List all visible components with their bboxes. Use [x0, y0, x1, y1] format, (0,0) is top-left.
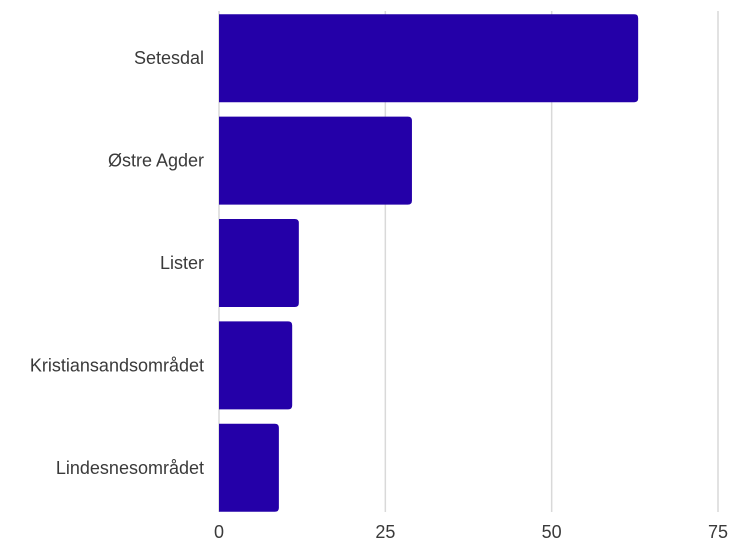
x-tick-label: 0 [214, 522, 224, 542]
bar [219, 14, 639, 103]
category-labels: Setesdal Østre Agder Lister Kristiansandsom… [30, 48, 204, 478]
category-label: Setesdal [134, 48, 204, 68]
category-label: Lindesnesområdet [56, 458, 204, 478]
category-label: Lister [160, 253, 204, 273]
category-label: Østre Agder [108, 151, 204, 171]
bars [219, 14, 639, 512]
x-tick-label: 50 [542, 522, 562, 542]
bar [219, 423, 279, 512]
x-tick-label: 25 [375, 522, 395, 542]
x-tick-label: 75 [708, 522, 728, 542]
category-label: Kristiansandsområdet [30, 355, 204, 375]
x-tick-labels: 0 25 50 75 [214, 522, 728, 542]
bar [219, 219, 299, 307]
bar [219, 321, 293, 410]
bar [219, 116, 412, 205]
